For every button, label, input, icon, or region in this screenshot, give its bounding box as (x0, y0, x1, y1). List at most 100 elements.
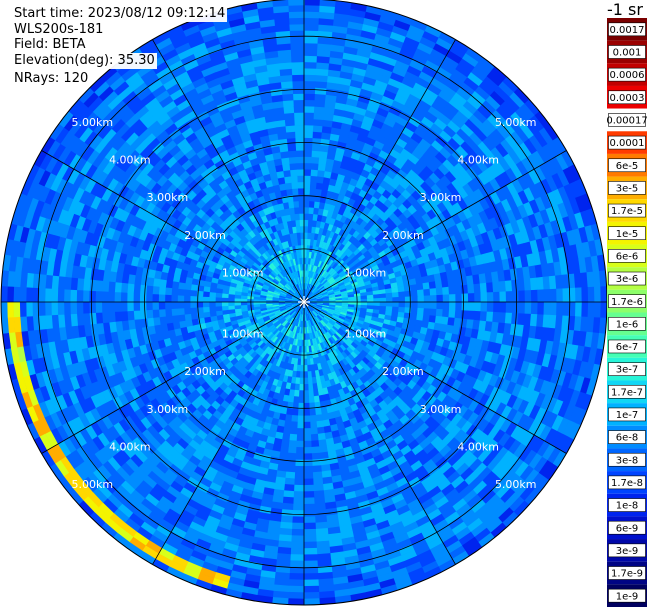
beta-cell (400, 404, 412, 416)
beta-cell (346, 311, 354, 316)
beta-cell (492, 227, 503, 241)
beta-cell (427, 54, 444, 68)
beta-cell (534, 326, 543, 341)
beta-cell (339, 394, 348, 403)
beta-cell (506, 408, 518, 423)
beta-cell (334, 290, 341, 294)
beta-cell (395, 476, 409, 489)
beta-cell (436, 201, 448, 213)
beta-cell (473, 403, 485, 417)
beta-cell (311, 278, 316, 286)
beta-cell (378, 309, 386, 316)
beta-cell (550, 156, 564, 174)
beta-cell (474, 338, 484, 350)
beta-cell (321, 291, 328, 296)
beta-cell (360, 446, 371, 456)
beta-cell (568, 214, 579, 231)
beta-cell (139, 293, 147, 302)
beta-cell (568, 302, 576, 317)
beta-cell (322, 209, 329, 217)
beta-cell (329, 268, 336, 276)
beta-cell (310, 302, 317, 304)
beta-cell (584, 331, 594, 349)
beta-cell (313, 309, 320, 315)
beta-cell (489, 261, 498, 273)
beta-cell (332, 114, 344, 123)
beta-cell (360, 30, 377, 40)
beta-cell (203, 311, 211, 318)
beta-cell (95, 279, 104, 292)
beta-cell (465, 166, 479, 180)
beta-cell (322, 304, 330, 307)
beta-cell (411, 538, 428, 551)
beta-cell (510, 370, 521, 385)
beta-cell (372, 290, 380, 295)
beta-cell (284, 477, 295, 486)
beta-cell (390, 71, 405, 84)
beta-cell (401, 515, 416, 528)
beta-cell (323, 107, 336, 115)
beta-cell (586, 271, 595, 288)
beta-cell (326, 359, 333, 368)
beta-cell (293, 484, 304, 492)
beta-cell (403, 142, 416, 155)
beta-cell (421, 381, 432, 392)
beta-cell (215, 297, 223, 302)
beta-cell (315, 282, 322, 288)
beta-cell (290, 421, 298, 429)
beta-cell (533, 422, 547, 439)
beta-cell (373, 329, 381, 336)
beta-cell (438, 558, 456, 573)
beta-cell (338, 328, 346, 335)
beta-cell (341, 358, 349, 366)
beta-cell (590, 223, 601, 242)
beta-cell (383, 319, 391, 326)
beta-cell (346, 137, 358, 146)
beta-cell (300, 352, 304, 360)
beta-cell (426, 431, 439, 444)
beta-cell (348, 302, 355, 305)
beta-cell (499, 418, 512, 434)
beta-cell (311, 150, 321, 158)
beta-cell (303, 598, 320, 605)
beta-cell (562, 216, 573, 233)
beta-cell (539, 163, 553, 180)
beta-cell (327, 276, 334, 283)
beta-cell (57, 288, 65, 302)
beta-cell (440, 175, 452, 188)
beta-cell (536, 314, 544, 328)
beta-cell (305, 307, 309, 315)
beta-cell (407, 272, 416, 280)
beta-cell (335, 296, 342, 299)
beta-cell (430, 77, 446, 91)
beta-cell (333, 12, 351, 22)
beta-cell (315, 74, 329, 83)
beta-cell (308, 345, 312, 353)
beta-cell (303, 447, 312, 454)
beta-cell (560, 150, 575, 168)
beta-cell (332, 272, 339, 279)
beta-cell (421, 192, 433, 203)
beta-cell (312, 477, 324, 486)
beta-cell (376, 73, 391, 85)
beta-cell (436, 190, 448, 203)
beta-cell (327, 311, 334, 315)
beta-cell (468, 458, 483, 473)
beta-cell (291, 415, 299, 423)
beta-cell (479, 282, 488, 294)
beta-cell (333, 274, 341, 280)
beta-cell (495, 201, 507, 216)
beta-cell (310, 298, 317, 301)
beta-cell (377, 317, 385, 324)
beta-cell (373, 298, 380, 303)
beta-cell (304, 289, 306, 296)
beta-cell (439, 61, 456, 75)
beta-cell (367, 536, 383, 547)
beta-cell (388, 324, 396, 332)
beta-cell (310, 163, 319, 171)
beta-cell (372, 353, 381, 362)
beta-cell (328, 417, 337, 426)
beta-cell (390, 164, 401, 175)
beta-cell (337, 259, 345, 267)
beta-cell (453, 317, 462, 328)
